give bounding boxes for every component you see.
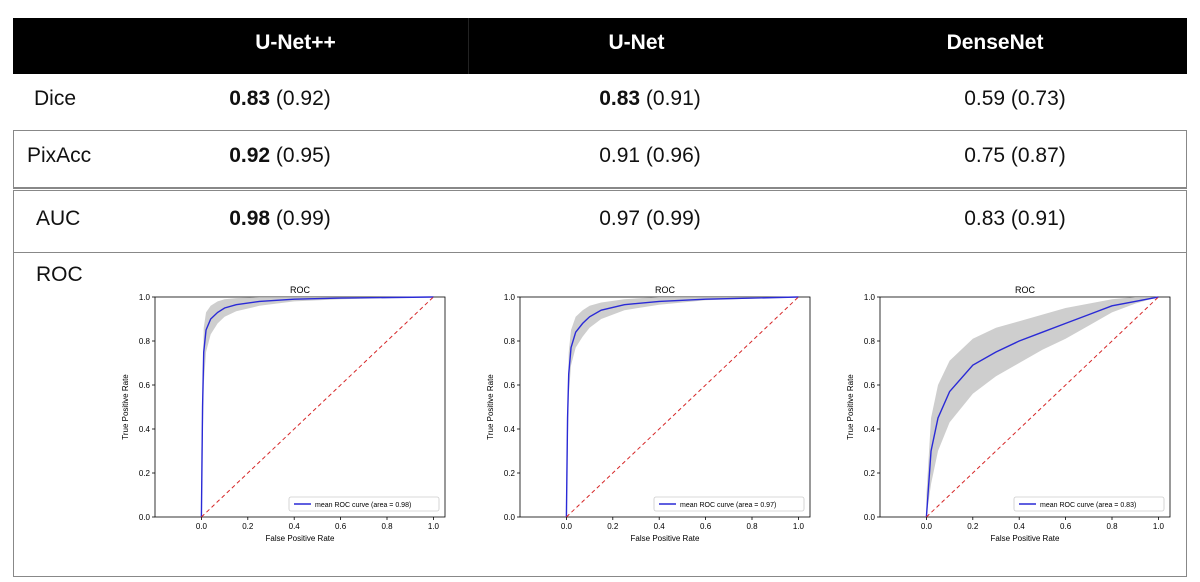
plot-frame (519, 296, 811, 518)
x-axis-label: False Positive Rate (631, 534, 700, 543)
y-tick-label: 0.4 (864, 425, 876, 434)
x-axis-label: False Positive Rate (266, 534, 335, 543)
cell-pixacc-unet: 0.91 (0.96) (599, 144, 701, 167)
y-tick-label: 0.2 (504, 469, 516, 478)
column-header-unet: U-Net (468, 18, 804, 74)
roc-chart-densenet: ROC 0.0 0.2 0.4 0.6 0.8 1.0 0.0 0.2 0.4 0.6 0.8 1.0 F… (840, 280, 1180, 555)
y-tick-label: 0.4 (139, 425, 151, 434)
chance-line (926, 296, 1159, 518)
row-label-dice: Dice (34, 87, 77, 110)
x-tick-label: 0.2 (607, 522, 619, 531)
x-tick-label: 0.4 (289, 522, 301, 531)
x-tick-label: 0.8 (746, 522, 758, 531)
y-axis-label: True Positive Rate (486, 374, 495, 440)
roc-chart-unet-svg: ROC 0.0 0.2 0.4 0.6 0.8 1.0 0.0 0.2 0.4 0.6 0.8 1.0 F… (486, 285, 811, 543)
chance-line (201, 296, 434, 518)
row-label-pixacc: PixAcc (27, 144, 92, 167)
x-tick-label: 0.4 (1014, 522, 1026, 531)
std-band (201, 297, 434, 517)
column-header-unetpp: U-Net++ (255, 31, 336, 54)
legend-box (653, 496, 805, 512)
y-tick-label: 0.0 (139, 513, 151, 522)
y-tick-label: 0.8 (864, 337, 876, 346)
row-label-roc: ROC (36, 263, 83, 286)
y-tick-label: 0.8 (139, 337, 151, 346)
row-border-auc (13, 190, 1187, 253)
chart-title: ROC (655, 285, 676, 295)
row-border-pixacc (13, 130, 1187, 188)
cell-dice-unetpp: 0.83 (0.92) (229, 87, 331, 110)
x-tick-label: 0.2 (242, 522, 254, 531)
cell-pixacc-unetpp: 0.92 (0.95) (229, 144, 331, 167)
y-tick-label: 0.2 (139, 469, 151, 478)
table-header: U-Net++ U-Net DenseNet (13, 18, 1187, 74)
legend-box (288, 496, 440, 512)
std-band (566, 297, 799, 517)
x-tick-label: 0.8 (1106, 522, 1118, 531)
cell-auc-densenet: 0.83 (0.91) (964, 207, 1066, 230)
y-tick-label: 0.8 (504, 337, 516, 346)
row-divider (13, 188, 1187, 190)
x-tick-label: 0.8 (381, 522, 393, 531)
row-label-auc: AUC (36, 207, 81, 230)
x-tick-label: 0.0 (196, 522, 208, 531)
chance-line (566, 296, 799, 518)
x-tick-label: 0.6 (700, 522, 712, 531)
roc-chart-unetpp: ROC 0.0 0.2 0.4 0.6 0.8 1.0 0.0 0.2 0.4 0.6 0.8 1.0 F… (115, 280, 455, 555)
y-tick-label: 1.0 (139, 293, 151, 302)
x-tick-label: 0.6 (335, 522, 347, 531)
cell-dice-unet: 0.83 (0.91) (599, 87, 701, 110)
y-tick-label: 0.0 (864, 513, 876, 522)
y-tick-label: 0.6 (504, 381, 516, 390)
cell-pixacc-densenet: 0.75 (0.87) (964, 144, 1066, 167)
cell-dice-densenet: 0.59 (0.73) (964, 87, 1066, 110)
mean-roc-line (565, 296, 799, 518)
plot-frame (879, 296, 1171, 518)
mean-roc-line (200, 296, 434, 518)
cell-auc-unet: 0.97 (0.99) (599, 207, 701, 230)
std-band (926, 297, 1159, 517)
legend-label: mean ROC curve (area = 0.98) (315, 502, 411, 509)
y-axis-label: True Positive Rate (121, 374, 130, 440)
x-tick-label: 1.0 (1153, 522, 1165, 531)
column-header-densenet: DenseNet (946, 31, 1044, 54)
y-tick-label: 0.4 (504, 425, 516, 434)
y-tick-label: 1.0 (504, 293, 516, 302)
x-axis-label: False Positive Rate (991, 534, 1060, 543)
x-tick-label: 0.0 (561, 522, 573, 531)
y-tick-label: 0.6 (139, 381, 151, 390)
x-tick-label: 0.6 (1060, 522, 1072, 531)
y-tick-label: 0.6 (864, 381, 876, 390)
y-tick-label: 0.2 (864, 469, 876, 478)
legend-label: mean ROC curve (area = 0.97) (680, 502, 776, 509)
y-tick-label: 1.0 (864, 293, 876, 302)
roc-chart-unet: ROC 0.0 0.2 0.4 0.6 0.8 1.0 0.0 0.2 0.4 0.6 0.8 1.0 F… (480, 280, 820, 555)
legend-box (1013, 496, 1165, 512)
x-tick-label: 0.4 (654, 522, 666, 531)
x-tick-label: 1.0 (428, 522, 440, 531)
roc-chart-densenet-svg: ROC 0.0 0.2 0.4 0.6 0.8 1.0 0.0 0.2 0.4 0.6 0.8 1.0 F… (846, 285, 1171, 543)
y-axis-label: True Positive Rate (846, 374, 855, 440)
row-border-roc (13, 253, 1187, 577)
x-tick-label: 1.0 (793, 522, 805, 531)
y-tick-label: 0.0 (504, 513, 516, 522)
legend-label: mean ROC curve (area = 0.83) (1040, 502, 1136, 509)
x-tick-label: 0.2 (967, 522, 979, 531)
chart-title: ROC (1015, 285, 1036, 295)
chart-title: ROC (290, 285, 311, 295)
cell-auc-unetpp: 0.98 (0.99) (229, 207, 331, 230)
mean-roc-line (925, 296, 1159, 518)
x-tick-label: 0.0 (921, 522, 933, 531)
roc-chart-unetpp-svg: ROC 0.0 0.2 0.4 0.6 0.8 1.0 0.0 0.2 0.4 0.6 0.8 1.0 F… (121, 285, 446, 543)
plot-frame (154, 296, 446, 518)
